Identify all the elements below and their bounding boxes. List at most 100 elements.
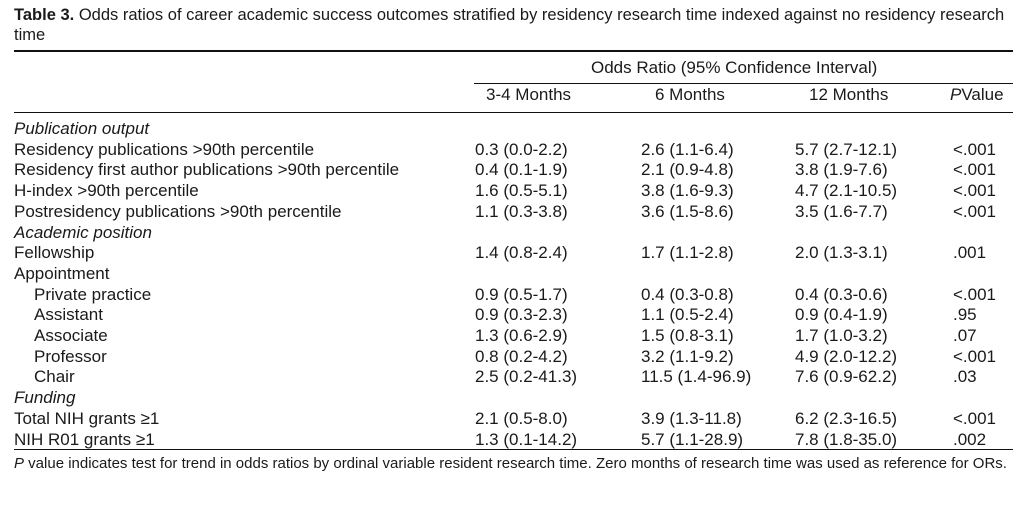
cell-c3: 6.2 (2.3-16.5) <box>795 408 898 428</box>
column-header-3-4-months: 3-4 Months <box>486 85 572 104</box>
cell-p: .07 <box>953 326 977 345</box>
group-header: Odds Ratio (95% Confidence Interval) <box>14 52 1013 84</box>
row-label: Appointment <box>14 263 110 283</box>
cell-p: <.001 <box>953 181 997 201</box>
cell-c2: 2.6 (1.1-6.4) <box>641 139 734 159</box>
cell-p: .95 <box>953 305 977 325</box>
cell-c1: 0.9 (0.5-1.7) <box>475 284 568 304</box>
row-label: Associate <box>34 326 108 345</box>
cell-c1: 1.3 (0.6-2.9) <box>475 326 568 345</box>
row-label: Academic position <box>14 222 152 242</box>
row-label: Assistant <box>34 305 103 325</box>
cell-p: <.001 <box>953 346 997 366</box>
cell-p: <.001 <box>953 408 997 428</box>
cell-c3: 7.8 (1.8-35.0) <box>795 429 898 449</box>
table-row: Funding <box>14 387 1013 408</box>
table-row: Associate 1.3 (0.6-2.9) 1.5 (0.8-3.1) 1.7 (… <box>14 325 1013 346</box>
table-container: Table 3. Odds ratios of career academic … <box>14 5 1013 473</box>
cell-c1: 1.1 (0.3-3.8) <box>475 201 568 221</box>
header-rule <box>14 112 1013 113</box>
cell-c3: 0.9 (0.4-1.9) <box>795 305 888 325</box>
row-label: Private practice <box>34 284 152 304</box>
cell-c2: 1.5 (0.8-3.1) <box>641 326 734 345</box>
cell-c2: 1.1 (0.5-2.4) <box>641 305 734 325</box>
column-header-p-value: PValue <box>950 85 1004 105</box>
table-row: Chair 2.5 (0.2-41.3) 11.5 (1.4-96.9) 7.6 (0… <box>14 366 1013 387</box>
row-label: Publication output <box>14 119 150 138</box>
table-footnote: P value indicates test for trend in odds… <box>14 454 1013 473</box>
row-label: Funding <box>14 388 76 408</box>
cell-c1: 1.6 (0.5-5.1) <box>475 181 568 201</box>
cell-c3: 0.4 (0.3-0.6) <box>795 284 888 304</box>
p-value-rest: Value <box>961 85 1004 104</box>
cell-c3: 2.0 (1.3-3.1) <box>795 243 888 263</box>
cell-p: <.001 <box>953 201 997 221</box>
table-row: NIH R01 grants ≥1 1.3 (0.1-14.2) 5.7 (1.1-… <box>14 429 1013 450</box>
table-row: Fellowship 1.4 (0.8-2.4) 1.7 (1.1-2.8) 2.0 … <box>14 242 1013 263</box>
cell-c1: 0.9 (0.3-2.3) <box>475 305 568 325</box>
cell-c2: 3.8 (1.6-9.3) <box>641 181 734 201</box>
column-header-row: 3-4 Months 6 Months 12 Months PValue <box>14 78 1013 112</box>
table-row: Total NIH grants ≥1 2.1 (0.5-8.0) 3.9 (1.3… <box>14 408 1013 429</box>
cell-p: .002 <box>953 429 987 449</box>
cell-c2: 2.1 (0.9-4.8) <box>641 160 734 180</box>
cell-c1: 2.1 (0.5-8.0) <box>475 408 568 428</box>
cell-c2: 3.2 (1.1-9.2) <box>641 346 734 366</box>
table-caption-label: Table 3. <box>14 6 75 24</box>
cell-c2: 5.7 (1.1-28.9) <box>641 429 744 449</box>
column-header-12-months: 12 Months <box>809 85 889 104</box>
bottom-rule <box>14 449 1013 450</box>
row-label: Total NIH grants ≥1 <box>14 408 160 428</box>
cell-c3: 4.7 (2.1-10.5) <box>795 181 898 201</box>
cell-c1: 1.3 (0.1-14.2) <box>475 429 578 449</box>
row-label: Professor <box>34 346 107 366</box>
footnote-p-italic: P <box>14 455 25 472</box>
cell-p: .001 <box>953 243 987 263</box>
cell-c2: 3.9 (1.3-11.8) <box>641 408 742 428</box>
table-row: Academic position <box>14 222 1013 243</box>
cell-p: <.001 <box>953 160 997 180</box>
cell-c2: 11.5 (1.4-96.9) <box>641 367 752 387</box>
table-row: Private practice 0.9 (0.5-1.7) 0.4 (0.3-0.… <box>14 284 1013 305</box>
cell-c3: 4.9 (2.0-12.2) <box>795 346 898 366</box>
top-rule <box>14 50 1013 52</box>
table-row: Residency publications >90th percentile 0… <box>14 139 1013 160</box>
group-header-label: Odds Ratio (95% Confidence Interval) <box>591 58 878 77</box>
cell-c1: 0.3 (0.0-2.2) <box>475 139 568 159</box>
row-label: NIH R01 grants ≥1 <box>14 429 155 449</box>
row-label: H-index >90th percentile <box>14 181 199 201</box>
cell-c3: 5.7 (2.7-12.1) <box>795 139 898 159</box>
table-row: Postresidency publications >90th percent… <box>14 201 1013 222</box>
row-label: Residency first author publications >90t… <box>14 160 400 180</box>
cell-c2: 3.6 (1.5-8.6) <box>641 201 734 221</box>
cell-c3: 1.7 (1.0-3.2) <box>795 326 888 345</box>
cell-c1: 0.4 (0.1-1.9) <box>475 160 568 180</box>
row-label: Fellowship <box>14 243 95 263</box>
cell-c1: 2.5 (0.2-41.3) <box>475 367 578 387</box>
row-label: Chair <box>34 367 75 387</box>
p-italic: P <box>950 85 962 104</box>
cell-c3: 3.8 (1.9-7.6) <box>795 160 888 180</box>
cell-c1: 1.4 (0.8-2.4) <box>475 243 568 263</box>
table-row: H-index >90th percentile 1.6 (0.5-5.1) 3.8… <box>14 180 1013 201</box>
cell-p: <.001 <box>953 284 997 304</box>
table-caption-text: Odds ratios of career academic success o… <box>14 6 1005 44</box>
row-label: Residency publications >90th percentile <box>14 139 315 159</box>
table-row: Assistant 0.9 (0.3-2.3) 1.1 (0.5-2.4) 0.9 (… <box>14 304 1013 325</box>
cell-p: .03 <box>953 367 977 387</box>
cell-p: <.001 <box>953 139 997 159</box>
cell-c2: 0.4 (0.3-0.8) <box>641 284 734 304</box>
cell-c3: 7.6 (0.9-62.2) <box>795 367 898 387</box>
table-row: Publication output <box>14 118 1013 139</box>
table-row: Residency first author publications >90t… <box>14 159 1013 180</box>
column-header-6-months: 6 Months <box>655 85 725 104</box>
cell-c2: 1.7 (1.1-2.8) <box>641 243 734 263</box>
table-row: Appointment <box>14 263 1013 284</box>
cell-c1: 0.8 (0.2-4.2) <box>475 346 568 366</box>
cell-c3: 3.5 (1.6-7.7) <box>795 201 888 221</box>
group-header-rule <box>474 83 1013 84</box>
table-body: Publication output Residency publications… <box>14 113 1013 449</box>
table-caption: Table 3. Odds ratios of career academic … <box>14 5 1013 45</box>
footnote-text: value indicates test for trend in odds r… <box>24 455 1007 472</box>
table-row: Professor 0.8 (0.2-4.2) 3.2 (1.1-9.2) 4.9 (… <box>14 346 1013 367</box>
